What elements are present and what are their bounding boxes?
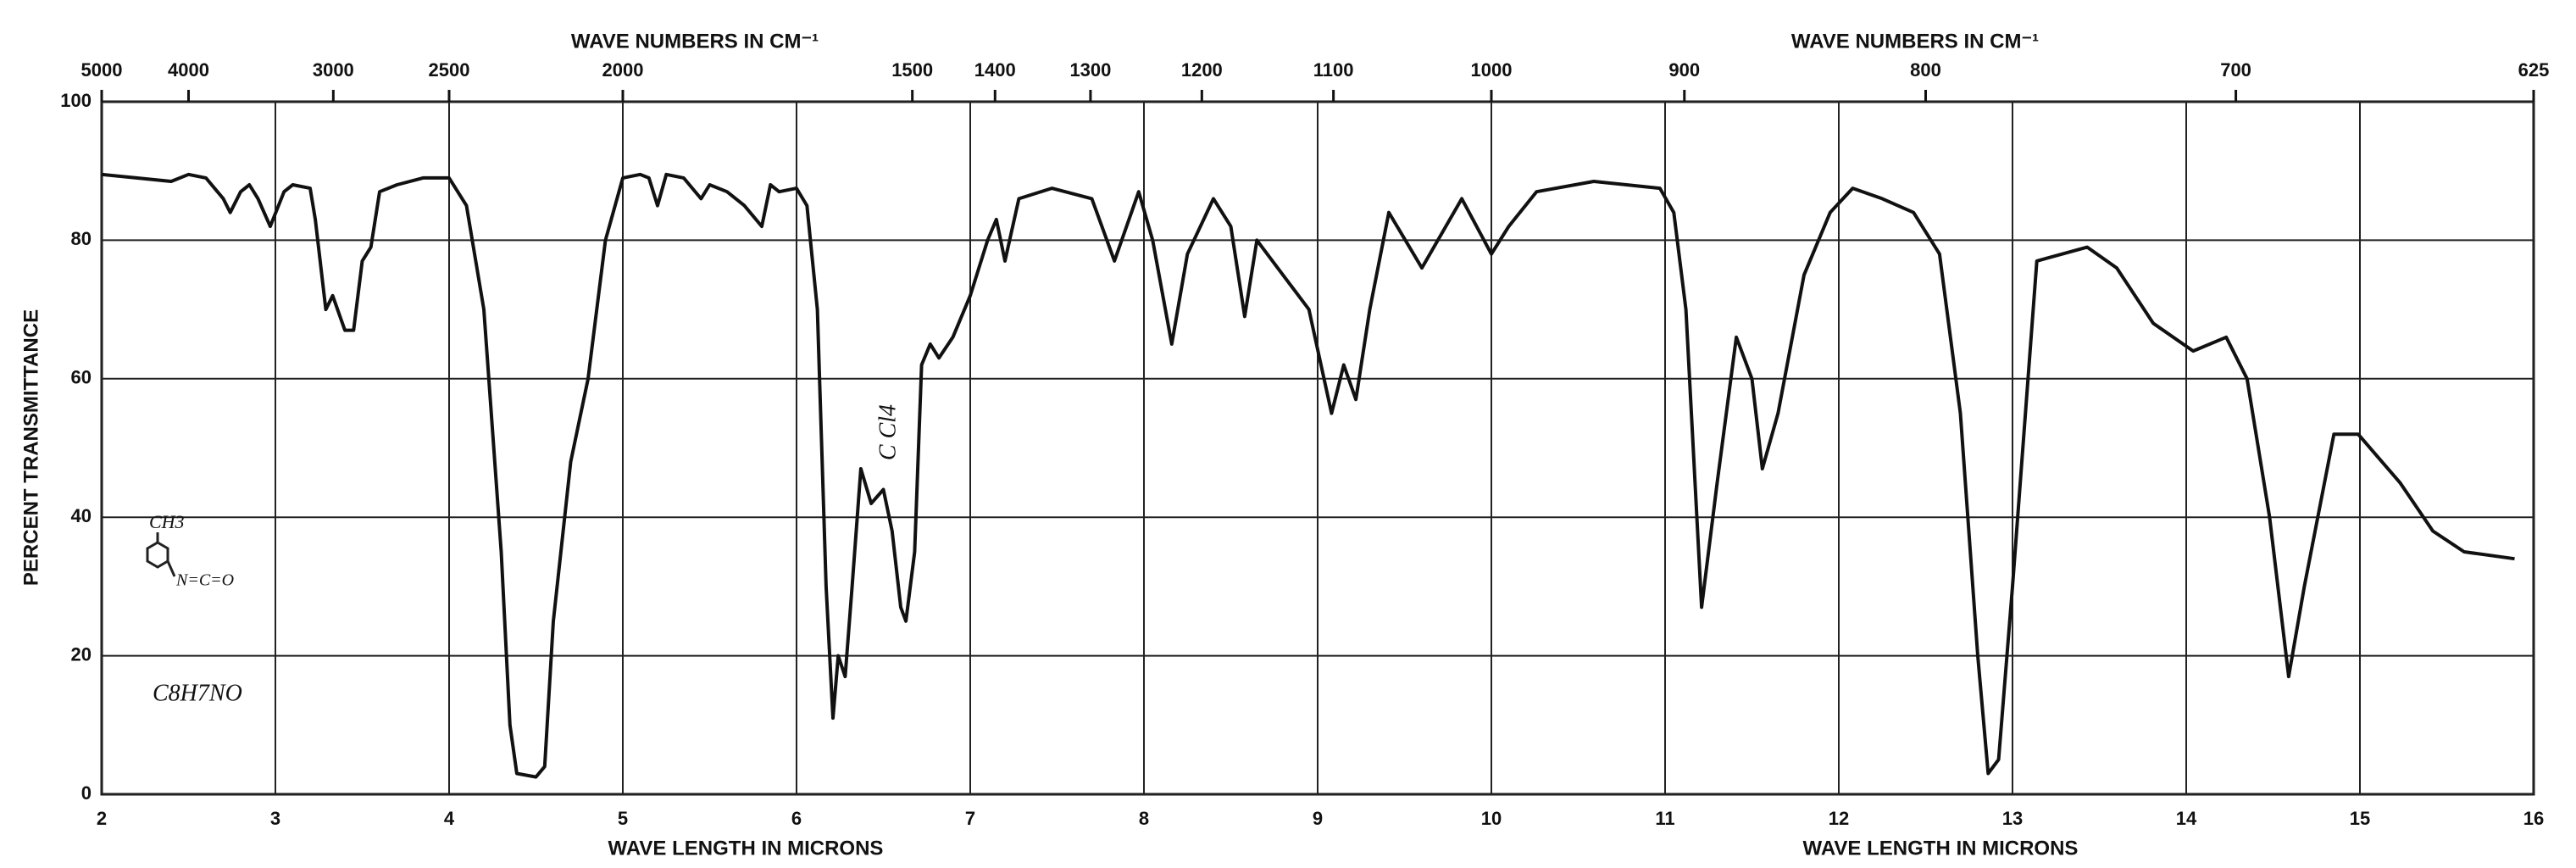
- x-tick-label: 14: [2176, 808, 2197, 829]
- x-tick-label: 11: [1655, 808, 1674, 829]
- x2-tick-label: 800: [1910, 59, 1941, 81]
- x2-tick-label: 4000: [168, 59, 209, 81]
- x-tick-label: 5: [618, 808, 628, 829]
- bond: [166, 560, 176, 577]
- x2-tick-label: 900: [1668, 59, 1700, 81]
- x-tick-label: 15: [2350, 808, 2370, 829]
- x-axis-title: WAVE LENGTH IN MICRONS: [608, 837, 884, 860]
- ticks: 0 20 40 60 80 100 2 3 4 5 6 7 8 9 10 11 12 13 14 15 16 5000 40…: [60, 59, 2549, 829]
- x-tick-label: 2: [97, 808, 107, 829]
- x-tick-label: 3: [270, 808, 280, 829]
- x2-tick-label: 700: [2220, 59, 2251, 81]
- annotation: C Cl4: [874, 404, 901, 460]
- grid: [100, 100, 2535, 796]
- y-axis-title: PERCENT TRANSMITTANCE: [19, 309, 42, 586]
- x-tick-label: 12: [1829, 808, 1849, 829]
- x2-axis-title: WAVE NUMBERS IN CM⁻¹: [1791, 30, 2039, 53]
- lines: [101, 172, 2515, 779]
- x-tick-label: 4: [444, 808, 455, 829]
- x2-tick-label: 2000: [602, 59, 644, 81]
- y-tick-label: 0: [81, 782, 92, 804]
- y-tick-label: 20: [71, 643, 92, 665]
- x2-tick-label: 3000: [313, 59, 354, 81]
- annotation: C8H7NO: [153, 680, 242, 706]
- x-tick-label: 13: [2002, 808, 2023, 829]
- x2-tick-label: 1200: [1181, 59, 1223, 81]
- benzene-ring: [146, 541, 169, 569]
- x-axis-title: WAVE LENGTH IN MICRONS: [1803, 837, 2079, 860]
- x-tick-label: 6: [791, 808, 802, 829]
- x2-tick-label: 1400: [974, 59, 1016, 81]
- y-tick-label: 40: [71, 505, 92, 526]
- x2-tick-label: 1100: [1313, 59, 1354, 81]
- x-tick-label: 7: [965, 808, 975, 829]
- annotation: CH3: [149, 511, 185, 532]
- x2-tick-label: 1000: [1471, 59, 1513, 81]
- x2-tick-label: 625: [2518, 59, 2550, 81]
- x2-axis-title: WAVE NUMBERS IN CM⁻¹: [571, 30, 819, 53]
- x2-tick-label: 1500: [891, 59, 933, 81]
- annotation: N=C=O: [175, 571, 234, 590]
- x-tick-label: 8: [1139, 808, 1149, 829]
- y-tick-label: 60: [71, 367, 92, 388]
- spectrum-line: [101, 172, 2515, 779]
- x2-tick-label: 5000: [81, 59, 123, 81]
- x2-tick-label: 1300: [1069, 59, 1111, 81]
- y-tick-label: 100: [60, 90, 92, 111]
- x-tick-label: 9: [1313, 808, 1323, 829]
- x-tick-label: 10: [1481, 808, 1502, 829]
- y-tick-label: 80: [71, 228, 92, 249]
- x2-tick-label: 2500: [429, 59, 470, 81]
- x-tick-label: 16: [2523, 808, 2544, 829]
